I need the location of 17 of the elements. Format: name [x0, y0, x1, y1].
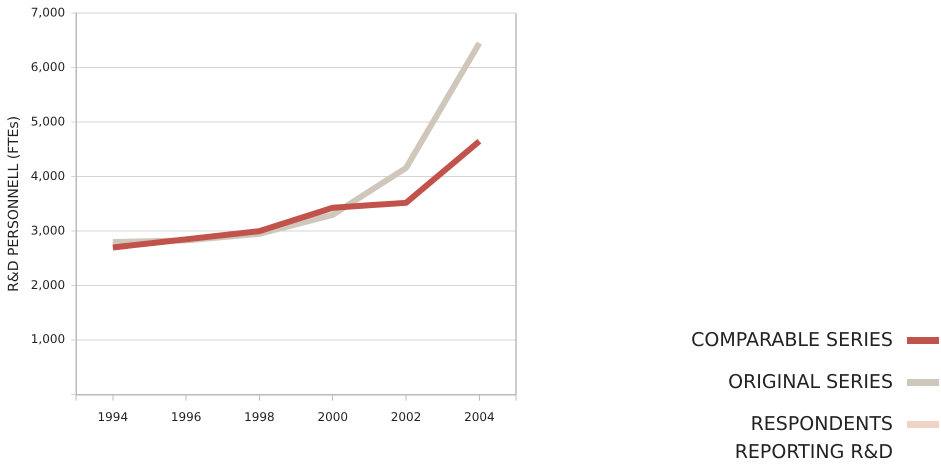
- legend-label: RESPONDENTS REPORTING R&D: [734, 412, 893, 465]
- y-tick-label: 5,000: [30, 114, 66, 128]
- y-tick-label: 2,000: [30, 278, 66, 292]
- legend-label: ORIGINAL SERIES: [728, 370, 893, 395]
- y-tick-label: 6,000: [30, 60, 66, 74]
- y-tick-label: 1,000: [30, 332, 66, 346]
- x-tick-label: 2004: [464, 410, 495, 424]
- y-tick-label: 4,000: [30, 168, 66, 183]
- x-tick-label: 2002: [390, 410, 422, 424]
- x-tick-label: 2000: [317, 410, 348, 424]
- x-tick-label: 1998: [244, 410, 275, 424]
- y-tick-label: 7,000: [30, 5, 66, 20]
- x-tick-label: 1994: [98, 410, 128, 424]
- legend-label: COMPARABLE SERIES: [691, 328, 893, 353]
- y-tick-label: 3,000: [30, 223, 66, 238]
- x-tick-label: 1996: [170, 410, 202, 424]
- y-axis-title: R&D PERSONNELL (FTEs): [6, 116, 22, 292]
